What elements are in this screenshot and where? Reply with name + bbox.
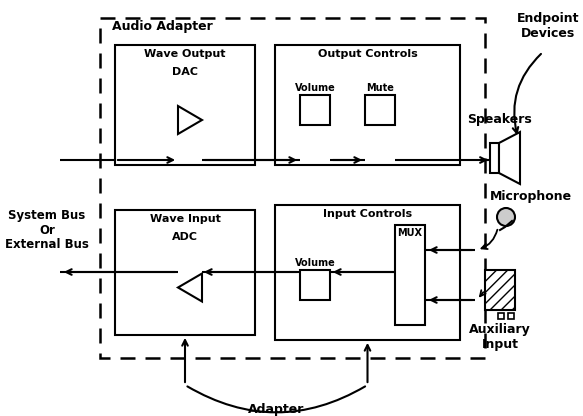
Bar (275, 205, 460, 340)
Bar (300, 270, 330, 300)
Text: MUX: MUX (398, 228, 423, 238)
Polygon shape (178, 273, 202, 302)
Text: Volume: Volume (294, 258, 335, 268)
Text: Microphone: Microphone (490, 190, 572, 203)
Bar (508, 313, 514, 319)
Bar (365, 95, 395, 125)
Text: Mute: Mute (366, 83, 394, 93)
Text: Input Controls: Input Controls (323, 209, 412, 219)
Polygon shape (499, 132, 520, 184)
Bar (115, 45, 255, 165)
Text: Volume: Volume (294, 83, 335, 93)
Bar (100, 18, 485, 358)
Text: Auxiliary
Input: Auxiliary Input (469, 323, 531, 351)
Bar (300, 95, 330, 125)
Text: Endpoint
Devices: Endpoint Devices (517, 12, 580, 40)
Text: Adapter
Devices: Adapter Devices (248, 403, 304, 416)
Bar (485, 270, 515, 310)
Bar (490, 143, 499, 173)
Circle shape (497, 208, 515, 226)
Text: Wave Output: Wave Output (144, 49, 226, 59)
Text: Audio Adapter: Audio Adapter (112, 20, 213, 33)
Bar (395, 225, 425, 325)
Bar (115, 210, 255, 335)
Text: DAC: DAC (172, 67, 198, 77)
Text: System Bus
Or
External Bus: System Bus Or External Bus (5, 208, 89, 252)
Text: Speakers: Speakers (468, 113, 532, 126)
Text: ADC: ADC (172, 232, 198, 242)
Bar (275, 45, 460, 165)
Text: Wave Input: Wave Input (150, 214, 220, 224)
Text: Output Controls: Output Controls (318, 49, 417, 59)
Bar (498, 313, 504, 319)
Polygon shape (178, 106, 202, 134)
